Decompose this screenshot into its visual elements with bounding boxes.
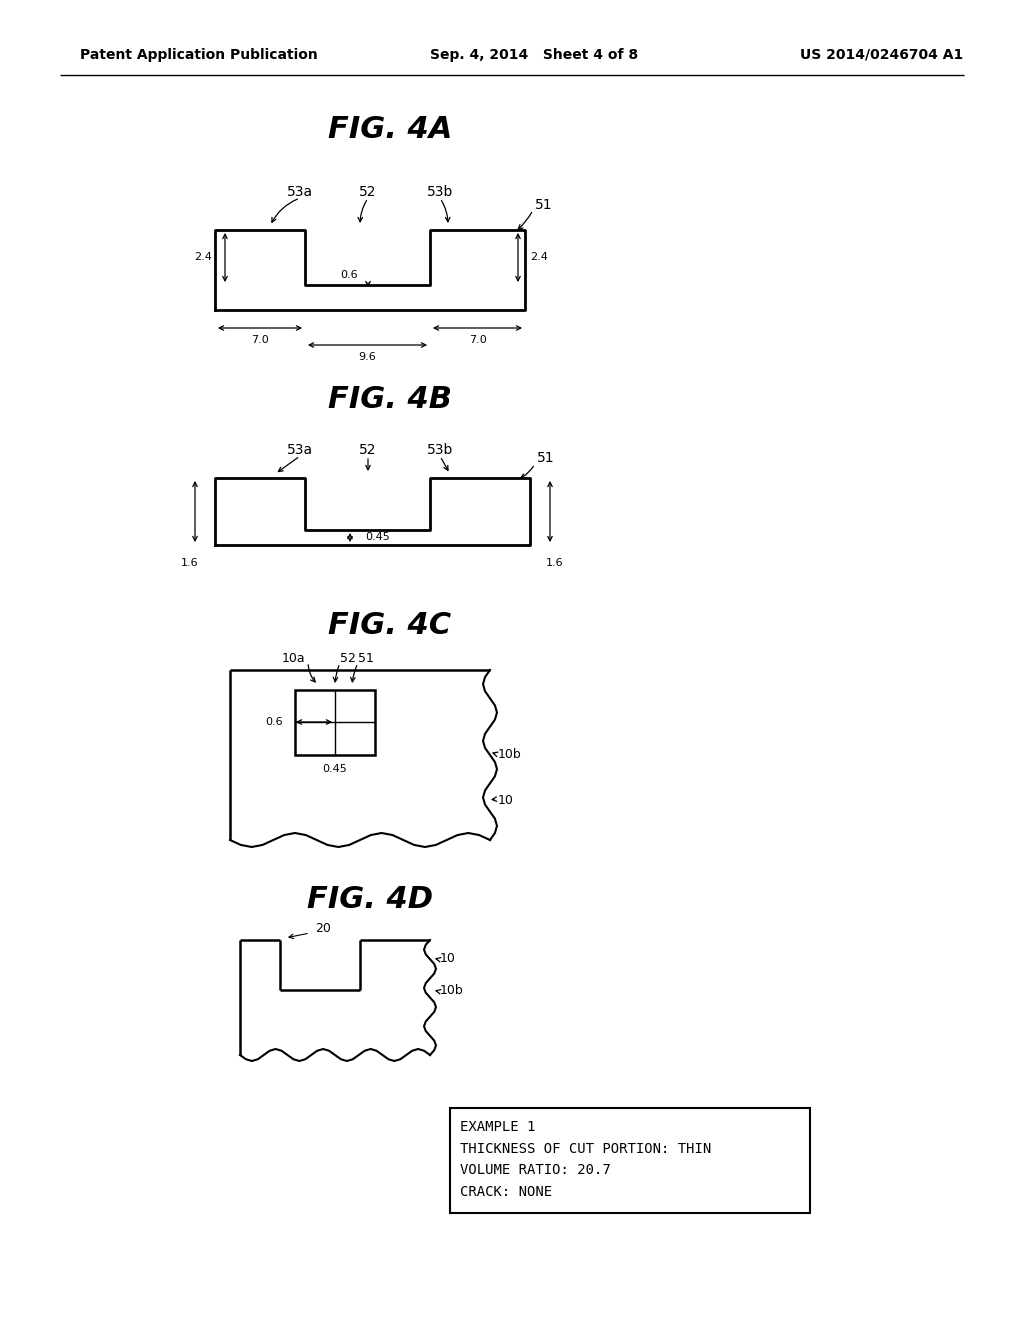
Text: FIG. 4D: FIG. 4D — [307, 886, 433, 915]
Bar — [450, 1107, 810, 1213]
Text: 53b: 53b — [427, 444, 454, 457]
Text: 7.0: 7.0 — [251, 335, 269, 345]
Text: 53a: 53a — [287, 444, 313, 457]
Text: 0.6: 0.6 — [265, 717, 283, 727]
Text: 51: 51 — [535, 198, 553, 213]
Text: FIG. 4A: FIG. 4A — [328, 116, 453, 144]
Text: 2.4: 2.4 — [530, 252, 548, 263]
Text: 10: 10 — [440, 952, 456, 965]
Text: 53b: 53b — [427, 185, 454, 199]
Text: Patent Application Publication: Patent Application Publication — [80, 48, 317, 62]
Text: 10b: 10b — [440, 983, 464, 997]
Text: 9.6: 9.6 — [358, 352, 377, 362]
Text: 52: 52 — [359, 185, 377, 199]
Text: 0.45: 0.45 — [323, 764, 347, 774]
Text: 7.0: 7.0 — [469, 335, 486, 345]
Text: 52: 52 — [340, 652, 356, 664]
Text: 20: 20 — [315, 921, 331, 935]
Text: 2.4: 2.4 — [195, 252, 212, 263]
Text: EXAMPLE 1
THICKNESS OF CUT PORTION: THIN
VOLUME RATIO: 20.7
CRACK: NONE: EXAMPLE 1 THICKNESS OF CUT PORTION: THIN… — [460, 1119, 712, 1199]
Text: 53a: 53a — [287, 185, 313, 199]
Text: 10a: 10a — [282, 652, 305, 664]
Text: 0.6: 0.6 — [340, 271, 358, 280]
Text: 1.6: 1.6 — [546, 558, 564, 568]
Text: FIG. 4C: FIG. 4C — [329, 610, 452, 639]
Text: 1.6: 1.6 — [181, 558, 199, 568]
Text: FIG. 4B: FIG. 4B — [328, 385, 452, 414]
Text: 51: 51 — [537, 451, 555, 465]
Text: 10b: 10b — [498, 748, 522, 762]
Text: Sep. 4, 2014   Sheet 4 of 8: Sep. 4, 2014 Sheet 4 of 8 — [430, 48, 638, 62]
Text: 10: 10 — [498, 793, 514, 807]
Text: 0.45: 0.45 — [365, 532, 390, 543]
Text: 51: 51 — [358, 652, 374, 664]
Text: US 2014/0246704 A1: US 2014/0246704 A1 — [800, 48, 964, 62]
Text: 52: 52 — [359, 444, 377, 457]
Bar — [295, 690, 375, 755]
